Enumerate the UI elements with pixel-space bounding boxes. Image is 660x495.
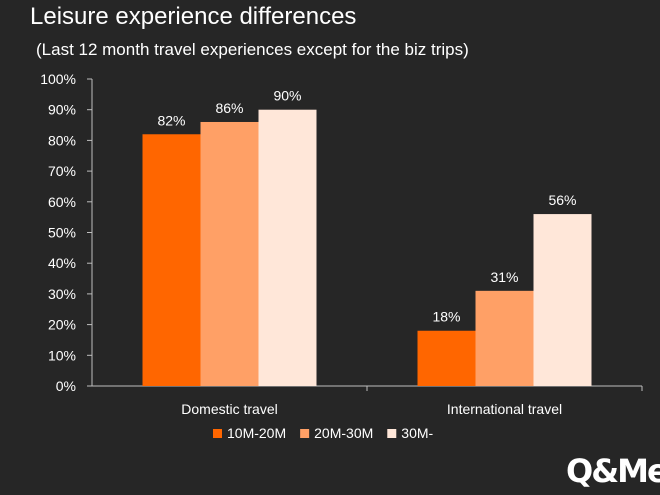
chart-title: Leisure experience differences (30, 3, 357, 30)
y-tick-label: 30% (48, 286, 76, 302)
data-label: 18% (432, 309, 460, 325)
y-tick-label: 10% (48, 347, 76, 363)
y-tick-label: 100% (40, 71, 76, 87)
y-tick-label: 20% (48, 317, 76, 333)
data-label: 90% (273, 88, 301, 104)
data-label: 82% (157, 112, 185, 128)
y-tick-label: 80% (48, 132, 76, 148)
legend-swatch (300, 429, 310, 438)
x-category-label: International travel (447, 401, 562, 417)
data-label: 56% (548, 192, 576, 208)
legend-label: 10M-20M (227, 425, 286, 441)
legend-label: 20M-30M (314, 425, 373, 441)
y-tick-label: 70% (48, 163, 76, 179)
data-label: 31% (490, 269, 518, 285)
y-tick-label: 60% (48, 194, 76, 210)
bar-10m-20m-1 (417, 330, 476, 386)
chart-subtitle: (Last 12 month travel experiences except… (36, 40, 469, 59)
bar-20m-30m-0 (200, 121, 259, 386)
legend-swatch (213, 429, 222, 438)
data-label: 86% (215, 100, 243, 116)
bar-30m--1 (533, 214, 592, 386)
y-tick-label: 50% (48, 225, 76, 241)
legend-swatch (387, 429, 397, 438)
y-tick-label: 0% (56, 378, 76, 394)
bar-30m--0 (258, 109, 317, 386)
y-tick-label: 40% (48, 255, 76, 271)
legend-label: 30M- (401, 425, 433, 441)
qandme-logo: Q&Me (566, 452, 660, 490)
x-category-label: Domestic travel (181, 401, 277, 417)
bar-20m-30m-1 (475, 290, 534, 386)
bar-10m-20m-0 (142, 134, 201, 386)
y-tick-label: 90% (48, 102, 76, 118)
